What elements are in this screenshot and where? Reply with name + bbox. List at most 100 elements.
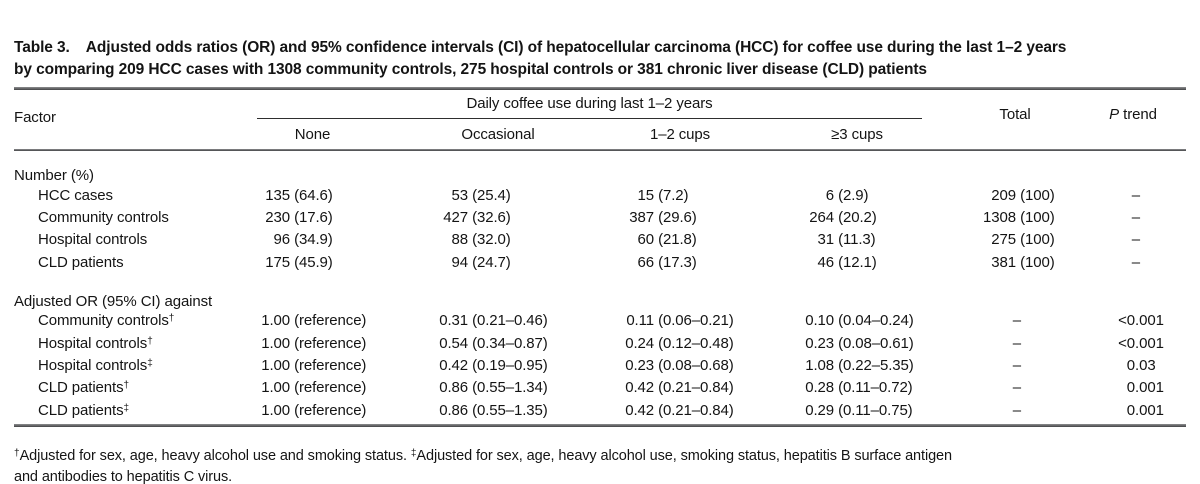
total-column-header: Total <box>999 105 1031 123</box>
value-detail: (0.06–0.21) <box>654 312 734 330</box>
value-detail: (0.19–0.95) <box>468 357 548 375</box>
value-number: <0 <box>1118 334 1136 352</box>
footnote-marker: † <box>147 335 153 347</box>
value-cell: – <box>960 354 1080 376</box>
table-header: Factor Daily coffee use during last 1–2 … <box>14 88 1186 154</box>
factor-cell: Hospital controls <box>38 231 148 249</box>
factor-cell: Community controls <box>38 209 169 227</box>
value-number: 0.24 <box>625 334 654 352</box>
data-table: Factor Daily coffee use during last 1–2 … <box>14 88 1186 422</box>
value-number: 427 <box>443 209 468 227</box>
value-number: <0 <box>1118 312 1136 330</box>
value-detail: (100) <box>1016 253 1055 271</box>
value-detail: (reference) <box>290 334 367 352</box>
value-number: 0.86 <box>439 379 468 397</box>
value-cell: 0.03 <box>1080 354 1186 376</box>
value-number: – <box>1012 357 1022 375</box>
table-number: Table 3. <box>14 38 70 56</box>
value-detail: (100) <box>1016 209 1055 227</box>
value-cell: <0.001 <box>1080 310 1186 332</box>
value-cell: 1.00 (reference) <box>245 377 430 399</box>
value-number: 0.10 <box>805 312 834 330</box>
value-detail: (7.2) <box>654 186 689 204</box>
group-header: Daily coffee use during last 1–2 years <box>257 95 923 119</box>
value-detail: (0.22–5.35) <box>834 357 914 375</box>
factor-cell: HCC cases <box>38 186 113 204</box>
value-cell: 0.42 (0.21–0.84) <box>610 399 790 421</box>
value-cell: 0.001 <box>1080 377 1186 399</box>
value-detail: .001 <box>1135 312 1164 330</box>
value-cell: 0.42 (0.19–0.95) <box>430 354 610 376</box>
value-cell: 0.001 <box>1080 399 1186 421</box>
value-detail: (20.2) <box>834 209 877 227</box>
value-cell: 0.10 (0.04–0.24) <box>790 310 960 332</box>
value-number: 0 <box>1126 379 1136 397</box>
value-number: 60 <box>637 231 655 249</box>
value-number: 1.00 <box>261 379 290 397</box>
factor-cell: Hospital controls‡ <box>38 357 153 375</box>
footnote-marker: † <box>14 447 20 459</box>
section-label: Number (%) <box>14 167 94 184</box>
value-cell: 0.28 (0.11–0.72) <box>790 377 960 399</box>
value-detail: (29.6) <box>654 209 697 227</box>
value-number: 1308 <box>983 209 1017 227</box>
value-number: 1.00 <box>261 312 290 330</box>
value-number: 0.28 <box>805 379 834 397</box>
value-cell: 1.00 (reference) <box>245 310 430 332</box>
value-detail: .03 <box>1135 357 1156 375</box>
value-number: 0.42 <box>625 401 654 419</box>
value-cell: 94 (24.7) <box>430 251 610 273</box>
table-row: HCC cases 135 (64.6) 53 (25.4) 15 (7.2) 6 (2… <box>14 184 1186 206</box>
value-cell: – <box>960 399 1080 421</box>
value-number: – <box>1131 231 1141 249</box>
value-cell: – <box>960 310 1080 332</box>
value-detail: (45.9) <box>290 253 333 271</box>
bottom-rule <box>14 424 1186 427</box>
value-cell: 0.86 (0.55–1.35) <box>430 399 610 421</box>
value-cell: 0.54 (0.34–0.87) <box>430 332 610 354</box>
value-detail: (0.55–1.35) <box>468 401 548 419</box>
value-cell: 6 (2.9) <box>790 184 960 206</box>
subheader-occasional: Occasional <box>461 126 535 143</box>
value-number: 1.00 <box>261 357 290 375</box>
value-detail: (reference) <box>290 312 367 330</box>
value-number: 0 <box>1126 357 1136 375</box>
value-cell: 53 (25.4) <box>430 184 610 206</box>
value-number: – <box>1131 209 1141 227</box>
value-cell: <0.001 <box>1080 332 1186 354</box>
value-detail: (0.12–0.48) <box>654 334 734 352</box>
value-detail: (25.4) <box>468 186 511 204</box>
value-cell: 0.31 (0.21–0.46) <box>430 310 610 332</box>
value-cell: – <box>960 332 1080 354</box>
value-detail: .001 <box>1135 334 1164 352</box>
value-cell: 1.00 (reference) <box>245 354 430 376</box>
value-cell: 427 (32.6) <box>430 206 610 228</box>
value-cell: 60 (21.8) <box>610 229 790 251</box>
value-detail: (reference) <box>290 401 367 419</box>
value-number: 1.08 <box>805 357 834 375</box>
value-cell: 0.23 (0.08–0.61) <box>790 332 960 354</box>
value-cell: – <box>1080 229 1186 251</box>
value-cell: 0.29 (0.11–0.75) <box>790 399 960 421</box>
table-caption-line-1: Adjusted odds ratios (OR) and 95% confid… <box>85 38 1067 56</box>
value-cell: 0.42 (0.21–0.84) <box>610 377 790 399</box>
value-cell: 135 (64.6) <box>245 184 430 206</box>
subheader-none: None <box>294 126 331 143</box>
value-detail: (17.6) <box>290 209 333 227</box>
table-row: Community controls† 1.00 (reference) 0.31 … <box>14 310 1186 332</box>
table-body: Number (%) HCC cases 135 (64.6) 53 (25.4) 15… <box>14 154 1186 422</box>
value-number: – <box>1131 253 1141 271</box>
value-detail: (24.7) <box>468 253 511 271</box>
value-number: – <box>1131 186 1141 204</box>
table-row: CLD patients† 1.00 (reference) 0.86 (0.55–… <box>14 377 1186 399</box>
value-number: 1.00 <box>261 334 290 352</box>
value-detail: (0.55–1.34) <box>468 379 548 397</box>
value-number: 46 <box>817 253 835 271</box>
value-detail: (0.21–0.46) <box>468 312 548 330</box>
value-detail: (100) <box>1016 186 1055 204</box>
ptrend-column-header: P trend <box>1080 88 1186 154</box>
footnote-text: and antibodies to hepatitis C virus. <box>14 469 233 484</box>
value-number: 53 <box>451 186 469 204</box>
table-caption-line-2: by comparing 209 HCC cases with 1308 com… <box>14 60 927 78</box>
header-rule <box>14 148 1186 151</box>
